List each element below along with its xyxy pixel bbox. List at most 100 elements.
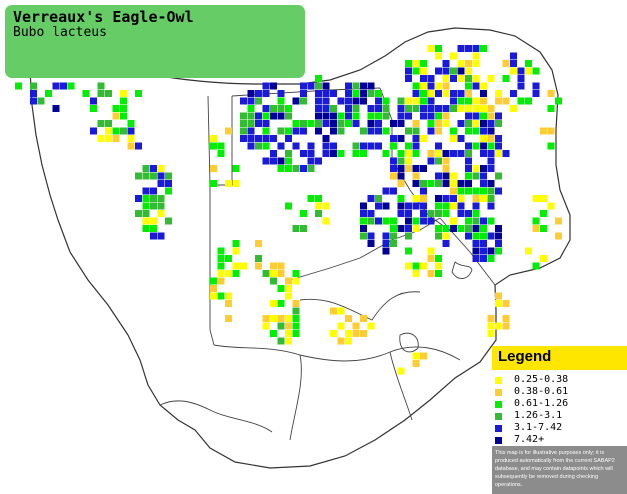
occurrence-square xyxy=(315,157,322,165)
occurrence-square xyxy=(487,127,495,135)
occurrence-square xyxy=(465,210,472,217)
occurrence-square xyxy=(142,195,150,202)
occurrence-square xyxy=(412,90,420,97)
occurrence-square xyxy=(442,202,450,210)
occurrence-square xyxy=(435,172,442,180)
occurrence-square xyxy=(262,315,270,322)
occurrence-square xyxy=(435,202,442,210)
occurrence-square xyxy=(465,217,472,225)
occurrence-square xyxy=(367,240,375,247)
legend-item: 7.42+ xyxy=(492,434,627,447)
occurrence-square xyxy=(547,202,555,210)
occurrence-square xyxy=(285,330,292,337)
occurrence-square xyxy=(367,210,375,217)
occurrence-square xyxy=(405,142,412,150)
occurrence-square xyxy=(487,180,495,187)
occurrence-square xyxy=(120,90,127,97)
occurrence-square xyxy=(45,90,52,97)
occurrence-square xyxy=(525,67,532,75)
occurrence-square xyxy=(262,142,270,150)
occurrence-square xyxy=(472,112,480,120)
occurrence-square xyxy=(427,150,435,157)
occurrence-square xyxy=(412,180,420,187)
occurrence-square xyxy=(480,240,487,247)
occurrence-square xyxy=(502,315,510,322)
occurrence-square xyxy=(157,172,165,180)
legend-label: 1.26-3.1 xyxy=(514,410,563,421)
occurrence-square xyxy=(405,262,412,270)
occurrence-square xyxy=(472,127,480,135)
occurrence-square xyxy=(322,142,330,150)
occurrence-square xyxy=(442,172,450,180)
occurrence-square xyxy=(487,195,495,202)
occurrence-square xyxy=(315,202,322,210)
occurrence-square xyxy=(360,315,367,322)
occurrence-square xyxy=(217,277,225,285)
occurrence-square xyxy=(487,315,495,322)
occurrence-square xyxy=(90,105,97,112)
occurrence-square xyxy=(270,82,277,90)
occurrence-square xyxy=(315,90,322,97)
occurrence-square xyxy=(532,217,540,225)
occurrence-square xyxy=(480,45,487,52)
occurrence-square xyxy=(480,217,487,225)
occurrence-square xyxy=(465,142,472,150)
occurrence-square xyxy=(382,112,390,120)
occurrence-square xyxy=(405,165,412,172)
occurrence-square xyxy=(480,165,487,172)
occurrence-square xyxy=(292,97,300,105)
occurrence-square xyxy=(435,45,442,52)
occurrence-square xyxy=(495,135,502,142)
occurrence-square xyxy=(457,75,465,82)
occurrence-square xyxy=(292,120,300,127)
occurrence-square xyxy=(472,60,480,67)
occurrence-square xyxy=(217,292,225,300)
occurrence-square xyxy=(277,270,285,277)
occurrence-square xyxy=(450,225,457,232)
occurrence-square xyxy=(435,127,442,135)
occurrence-square xyxy=(315,210,322,217)
occurrence-square xyxy=(472,120,480,127)
legend-item: 3.1-7.42 xyxy=(492,422,627,435)
occurrence-square xyxy=(390,135,397,142)
occurrence-square xyxy=(435,105,442,112)
occurrence-square xyxy=(457,210,465,217)
occurrence-square xyxy=(135,172,142,180)
occurrence-square xyxy=(292,315,300,322)
occurrence-square xyxy=(142,187,150,195)
occurrence-square xyxy=(465,180,472,187)
occurrence-square xyxy=(300,165,307,172)
occurrence-square xyxy=(390,120,397,127)
occurrence-square xyxy=(420,187,427,195)
legend-title: Legend xyxy=(498,348,552,365)
occurrence-square xyxy=(232,247,240,255)
legend-disclaimer-box: This map is for illustrative purposes on… xyxy=(492,446,627,494)
occurrence-square xyxy=(337,97,345,105)
occurrence-square xyxy=(270,105,277,112)
occurrence-square xyxy=(540,127,547,135)
occurrence-square xyxy=(405,67,412,75)
occurrence-square xyxy=(427,217,435,225)
occurrence-square xyxy=(397,367,405,375)
occurrence-square xyxy=(487,247,495,255)
occurrence-square xyxy=(255,255,262,262)
occurrence-square xyxy=(457,225,465,232)
occurrence-square xyxy=(337,120,345,127)
occurrence-square xyxy=(480,150,487,157)
occurrence-square xyxy=(390,232,397,240)
occurrence-square xyxy=(52,82,60,90)
occurrence-square xyxy=(375,105,382,112)
occurrence-square xyxy=(135,90,142,97)
occurrence-square xyxy=(487,165,495,172)
occurrence-square xyxy=(390,187,397,195)
occurrence-square xyxy=(225,180,232,187)
occurrence-square xyxy=(390,157,397,165)
occurrence-square xyxy=(465,60,472,67)
occurrence-square xyxy=(367,142,375,150)
occurrence-square xyxy=(285,127,292,135)
occurrence-square xyxy=(457,202,465,210)
occurrence-square xyxy=(502,75,510,82)
occurrence-square xyxy=(480,105,487,112)
occurrence-square xyxy=(375,112,382,120)
